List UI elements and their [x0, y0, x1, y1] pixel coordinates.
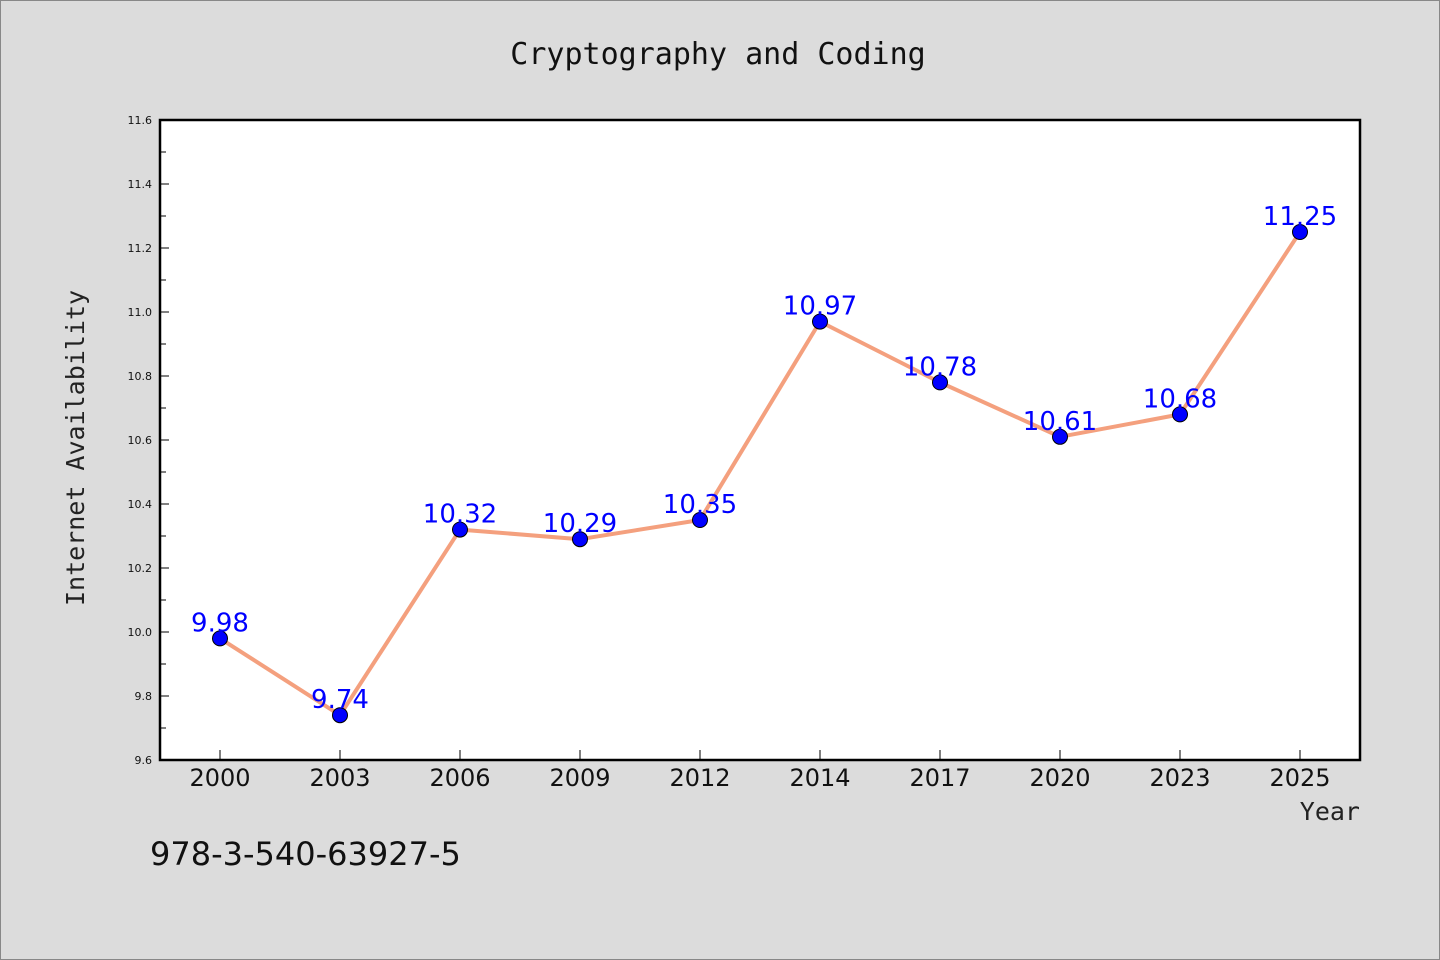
x-tick-label: 2006: [429, 764, 490, 792]
data-label: 9.98: [191, 608, 249, 638]
y-tick-label: 10.6: [128, 434, 153, 447]
data-labels: 9.98 9.74 10.32 10.29 10.35 10.97 10.78 10.61 10…: [191, 202, 1337, 715]
data-point: [692, 512, 708, 528]
data-label: 10.32: [423, 500, 497, 530]
data-point: [332, 707, 348, 724]
plot-frame: [158, 118, 1362, 762]
x-axis-ticks: 2000 2003 2006 2009 2012 2014 2017 2020 2023 2025: [189, 750, 1331, 792]
data-point: [452, 521, 468, 538]
y-tick-label: 10.2: [128, 562, 153, 575]
x-tick-label: 2000: [189, 764, 250, 792]
series-line: [218, 230, 1302, 718]
data-point: [1052, 428, 1068, 445]
x-tick-label: 2009: [549, 764, 610, 792]
y-tick-label: 10.8: [128, 370, 153, 383]
data-label: 10.78: [903, 352, 977, 382]
chart-title: Cryptography and Coding: [510, 37, 925, 72]
x-tick-label: 2012: [669, 764, 730, 792]
x-tick-label: 2023: [1149, 764, 1210, 792]
y-tick-label: 11.6: [128, 114, 153, 127]
x-axis-label: Year: [1300, 797, 1360, 826]
footer-isbn: 978-3-540-63927-5: [150, 835, 461, 873]
y-tick-label: 11.2: [128, 242, 153, 255]
x-tick-label: 2025: [1269, 764, 1330, 792]
y-tick-label: 9.6: [135, 754, 153, 767]
x-tick-label: 2017: [909, 764, 970, 792]
x-tick-label: 2020: [1029, 764, 1090, 792]
y-tick-label: 9.8: [135, 690, 153, 703]
data-point: [1172, 406, 1188, 423]
data-label: 11.25: [1263, 202, 1337, 232]
data-label: 10.97: [783, 292, 857, 322]
y-tick-label: 10.0: [128, 626, 153, 639]
y-tick-label: 10.4: [128, 498, 153, 511]
x-tick-label: 2014: [789, 764, 850, 792]
data-label: 9.74: [311, 685, 369, 715]
data-label: 10.68: [1143, 384, 1217, 414]
data-point: [1292, 224, 1308, 240]
x-tick-label: 2003: [309, 764, 370, 792]
plot-area: [160, 120, 1360, 760]
data-point: [572, 531, 588, 548]
data-label: 10.29: [543, 509, 617, 539]
data-markers: [212, 224, 1308, 724]
data-point: [812, 313, 828, 330]
y-tick-label: 11.4: [128, 178, 153, 191]
data-point: [212, 630, 228, 647]
y-tick-label: 11.0: [128, 306, 153, 319]
y-axis-ticks: 9.6 9.8 10.0 10.2 10.4 10.6 10.8 11.0 11.2 11.4 11…: [128, 114, 169, 767]
y-axis-label: Internet Availability: [61, 290, 90, 606]
data-point: [932, 374, 948, 391]
data-label: 10.61: [1023, 407, 1097, 437]
data-label: 10.35: [663, 490, 737, 520]
